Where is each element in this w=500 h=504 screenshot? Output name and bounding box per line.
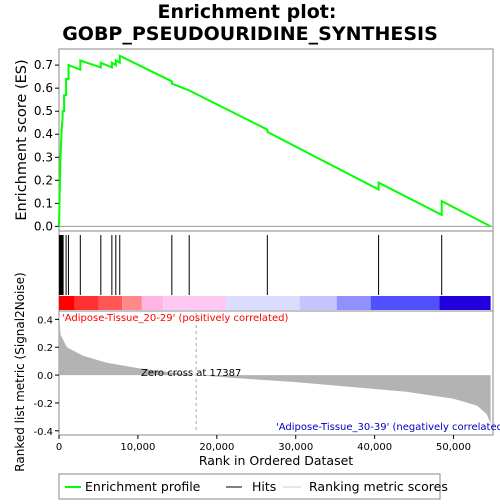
negative-label: 'Adipose-Tissue_30-39' (negatively corre… xyxy=(276,422,500,433)
color-bar-segment xyxy=(163,296,227,310)
es-tick-label: 0.1 xyxy=(34,196,53,210)
x-tick-label: 50,000 xyxy=(436,442,471,453)
es-axis-ticks: 0.0 0.1 0.2 0.3 0.4 0.5 0.6 0.7 xyxy=(34,58,59,233)
x-tick-label: 20,000 xyxy=(199,442,234,453)
metric-axis-ticks: -0.4 -0.2 0.0 0.2 0.4 xyxy=(33,315,59,438)
es-tick-label: 0.4 xyxy=(34,127,53,141)
es-tick-label: 0.3 xyxy=(34,150,53,164)
x-tick-label: 10,000 xyxy=(120,442,155,453)
zero-cross-label: Zero cross at 17387 xyxy=(141,368,241,379)
chart-title-line2: GOBP_PSEUDOURIDINE_SYNTHESIS xyxy=(62,23,438,45)
x-tick-label: 40,000 xyxy=(357,442,392,453)
positive-label: 'Adipose-Tissue_20-29' (positively corre… xyxy=(62,313,288,324)
chart-title-line1: Enrichment plot: xyxy=(158,1,337,23)
metric-tick-label: 0.4 xyxy=(37,315,53,326)
es-tick-label: 0.2 xyxy=(34,173,53,187)
x-axis-label: Rank in Ordered Dataset xyxy=(199,453,353,468)
color-bar-segment xyxy=(336,296,371,310)
metric-tick-label: 0.0 xyxy=(37,371,53,382)
metric-tick-label: 0.2 xyxy=(37,343,53,354)
metric-tick-label: -0.4 xyxy=(33,427,53,438)
enrichment-profile-line xyxy=(58,54,492,228)
legend-box xyxy=(58,473,441,500)
color-bar-segment xyxy=(226,296,300,310)
correlation-color-bar xyxy=(59,296,491,310)
legend-profile-label: Enrichment profile xyxy=(85,479,201,494)
color-bar-segment xyxy=(141,296,164,310)
es-axis-label: Enrichment score (ES) xyxy=(14,59,30,220)
color-bar-segment xyxy=(439,296,491,310)
color-bar-segment xyxy=(98,296,123,310)
x-tick-label: 30,000 xyxy=(278,442,313,453)
es-panel-frame xyxy=(58,48,494,232)
es-tick-label: 0.0 xyxy=(34,219,53,233)
legend-metric-label: Ranking metric scores xyxy=(309,479,448,494)
color-bar-segment xyxy=(370,296,440,310)
color-bar-segment xyxy=(299,296,337,310)
x-axis-ticks: 0 10,000 20,000 30,000 40,000 50,000 xyxy=(56,435,471,453)
es-tick-label: 0.7 xyxy=(34,58,53,72)
metric-tick-label: -0.2 xyxy=(33,399,53,410)
legend-hits-label: Hits xyxy=(252,479,276,494)
color-bar-segment xyxy=(74,296,99,310)
color-bar-segment xyxy=(122,296,142,310)
color-bar-segment xyxy=(59,296,75,310)
es-tick-label: 0.6 xyxy=(34,81,53,95)
hit-lines xyxy=(58,235,443,295)
x-tick-label: 0 xyxy=(56,442,62,453)
es-tick-label: 0.5 xyxy=(34,104,53,118)
metric-axis-label: Ranked list metric (Signal2Noise) xyxy=(13,272,27,471)
